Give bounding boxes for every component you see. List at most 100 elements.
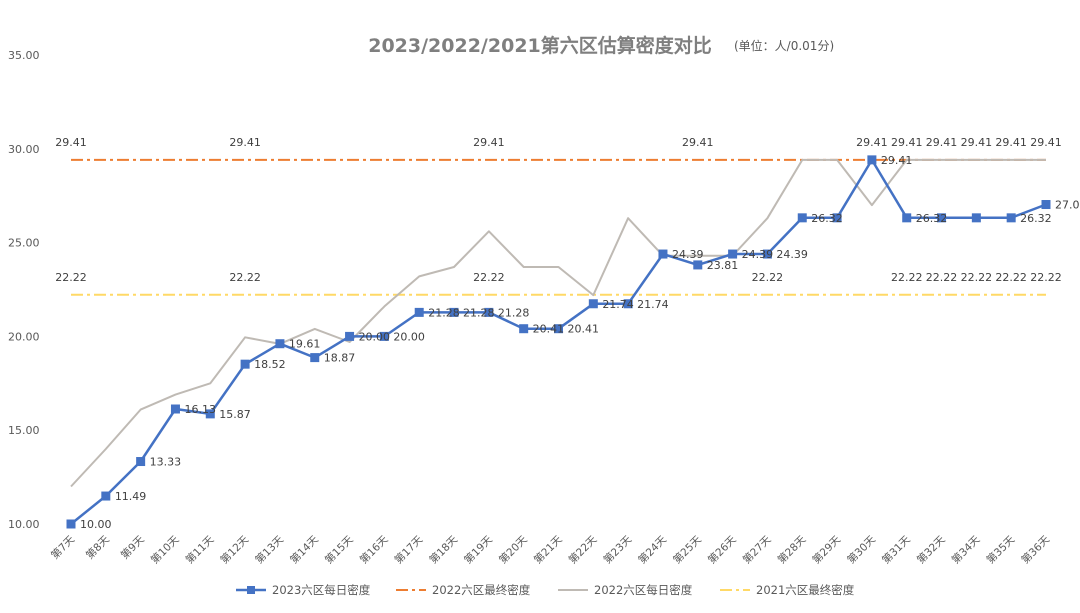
x-tick-label: 第26天 [705,533,739,567]
x-tick-label: 第30天 [845,533,879,567]
series-1-marker [971,213,981,223]
legend: 2023六区每日密度 2022六区最终密度 2022六区每日密度 2021六区最终密度 [236,583,855,597]
y-tick-label: 15.00 [8,424,40,437]
data-label: 16.13 [184,403,216,416]
x-tick-label: 第14天 [287,533,321,567]
series-1-marker [867,155,877,165]
series-line-3 [70,158,1046,488]
x-tick-label: 第28天 [775,533,809,567]
data-label: 29.41 [856,136,888,149]
data-label-layer: 10.00 11.49 13.33 16.13 15.87 18.5219.6118.87… [55,136,1080,531]
x-tick-label: 第35天 [984,533,1018,567]
data-label: 26.32 [811,212,843,225]
data-label: 22.22 [55,271,87,284]
data-label: 29.41 [995,136,1027,149]
x-tick-label: 第20天 [496,533,530,567]
legend-label-4: 2021六区最终密度 [756,583,855,597]
series-1-marker [136,457,146,467]
data-label: 29.41 [682,136,714,149]
data-label: 26.32 [916,212,948,225]
data-label: 21.74 [602,298,634,311]
data-label: 22.22 [891,271,923,284]
data-label: 22.22 [229,271,261,284]
legend-label-1: 2023六区每日密度 [272,583,371,597]
series-1-marker [1041,200,1051,210]
data-label: 21.28 [463,306,495,319]
x-tick-label: 第13天 [253,533,287,567]
data-label: 24.39 [776,248,808,261]
data-label: 29.41 [55,136,87,149]
x-tick-label: 第24天 [636,533,670,567]
x-tick-label: 第16天 [357,533,391,567]
x-tick-label: 第27天 [740,533,774,567]
data-label: 22.22 [995,271,1027,284]
data-label: 24.39 [742,248,774,261]
x-tick-label: 第11天 [183,533,217,567]
series-1-marker [205,409,215,419]
x-tick-label: 第18天 [427,533,461,567]
data-label: 29.41 [926,136,958,149]
data-label: 10.00 [80,518,112,531]
data-label: 20.41 [568,323,600,336]
x-tick-label: 第19天 [461,533,495,567]
data-label: 29.41 [473,136,505,149]
data-label: 18.52 [254,358,286,371]
data-label: 20.00 [359,330,391,343]
y-tick-label: 25.00 [8,237,40,250]
data-label: 18.87 [324,352,356,365]
data-label: 22.22 [752,271,784,284]
data-label: 23.81 [707,259,739,272]
series-1-marker [240,359,250,369]
data-label: 29.41 [1030,136,1062,149]
series-1-marker [797,213,807,223]
series-line-1 [70,158,1047,525]
series-1-marker [554,324,563,334]
x-tick-label: 第10天 [148,533,182,567]
x-tick-label: 第36天 [1019,533,1053,567]
data-label: 22.22 [961,271,993,284]
chart-title: 2023/2022/2021第六区估算密度对比 [368,34,712,57]
data-label: 11.49 [115,490,147,503]
data-label: 13.33 [150,456,182,469]
x-tick-label: 第29天 [810,533,844,567]
series-1-marker [310,353,320,363]
data-label: 24.39 [672,248,704,261]
data-label: 22.22 [926,271,958,284]
series-1-marker [658,249,668,259]
data-label: 29.41 [961,136,993,149]
x-tick-label: 第32天 [914,533,948,567]
chart-unit-subtitle: (单位：人/0.01分) [734,38,834,53]
y-tick-label: 35.00 [8,49,40,62]
series-1-marker [379,331,389,341]
data-label: 21.28 [498,306,530,319]
data-label: 29.41 [891,136,923,149]
data-label: 29.41 [229,136,261,149]
x-axis: 第7天 第8天 第9天 第10天 第11天 第12天 第13天 第14天 第15天 第16天 第17… [48,533,1052,567]
x-tick-label: 第31天 [879,533,913,567]
x-tick-label: 第17天 [392,533,426,567]
x-tick-label: 第25天 [670,533,704,567]
x-tick-label: 第34天 [949,533,983,567]
data-label: 15.87 [219,408,251,421]
series-1-marker [414,307,424,317]
data-label: 27.03 [1055,199,1080,212]
series-1-marker [693,260,703,270]
x-tick-label: 第9天 [118,533,147,562]
series-layer [66,155,1051,529]
legend-label-2: 2022六区最终密度 [432,583,531,597]
legend-marker [247,586,255,594]
series-1-marker [937,213,947,223]
y-tick-label: 20.00 [8,330,40,343]
series-1-marker [170,404,180,414]
series-1-marker [275,339,285,349]
data-label: 19.61 [289,338,321,351]
data-label: 21.74 [637,298,669,311]
series-1-marker [449,307,459,317]
series-1-marker [588,299,598,309]
data-label: 20.41 [533,323,565,336]
series-1-marker [484,307,494,317]
data-label: 26.32 [1020,212,1052,225]
x-tick-label: 第12天 [218,533,252,567]
x-tick-label: 第23天 [601,533,635,567]
y-axis: 10.00 15.00 20.00 25.00 30.00 35.00 [8,49,40,531]
